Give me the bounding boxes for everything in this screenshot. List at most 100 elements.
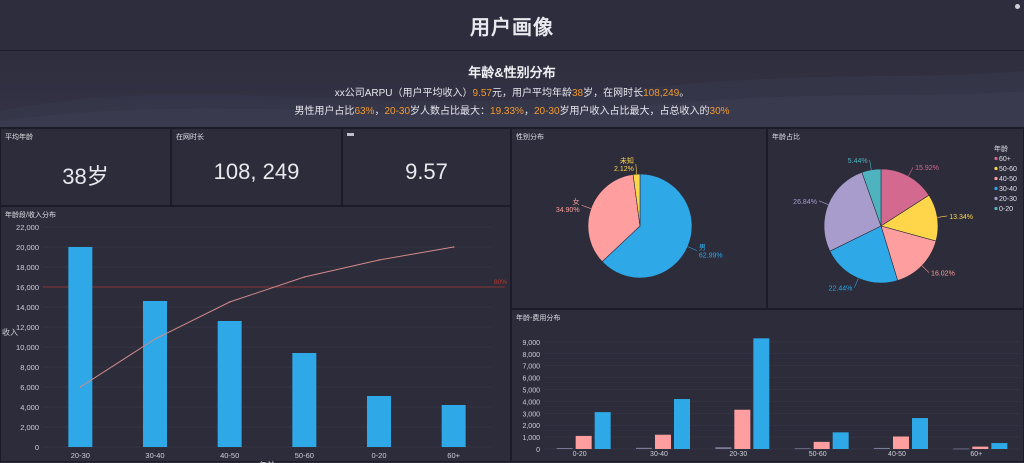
- slice-percent: 34.90%: [556, 207, 580, 214]
- x-tick-label: 60+: [447, 451, 460, 460]
- age-share-panel: 年龄占比 15.92% 13.34% 16.02% 22.44% 26.84% 5.44%…: [767, 128, 1024, 309]
- legend-marker: [994, 166, 998, 171]
- y-tick-label: 5,000: [522, 388, 540, 395]
- bar: [68, 247, 93, 447]
- kpi-value: 9.57: [405, 159, 448, 184]
- label-leader-line: [908, 167, 914, 177]
- kpi-value: 108, 249: [213, 159, 300, 184]
- bar: [217, 321, 242, 447]
- x-tick-label: 20-30: [729, 451, 747, 458]
- y-tick-label: 2,000: [20, 423, 39, 432]
- line-point: [378, 259, 380, 261]
- bar: [753, 338, 770, 449]
- y-tick-label: 20,000: [16, 243, 39, 252]
- y-axis-label: 收入: [2, 327, 18, 337]
- y-tick-label: 8,000: [20, 363, 39, 372]
- legend-marker: [994, 186, 998, 191]
- pie-slice: [601, 173, 693, 279]
- banner-text: 。: [679, 88, 690, 99]
- label-leader-line: [921, 265, 930, 273]
- age-income-panel: 年龄段/收入分布 0 2,000 4,000 6,000 8,000 10,000 12,0…: [0, 206, 511, 463]
- legend-title: 年龄: [994, 144, 1008, 153]
- kpi-avg-age: 平均年龄 38岁: [0, 128, 171, 206]
- pie-slice: [829, 225, 899, 284]
- age-fee-panel: 年龄-费用分布 0 1,000 2,000 3,000 4,000 5,000 6,000 7…: [511, 309, 1024, 462]
- label-leader-line: [818, 200, 829, 205]
- male-ratio-value: 63%: [354, 106, 375, 117]
- bar: [912, 418, 928, 449]
- page-header: 用户画像: [0, 0, 1024, 51]
- kpi-online-duration: 在网时长 108, 249: [171, 128, 342, 206]
- legend-marker: [994, 206, 998, 211]
- label-leader-line: [635, 164, 637, 175]
- slice-percent: 22.44%: [829, 285, 853, 292]
- legend-label: 20-30: [999, 196, 1017, 203]
- banner-line-1: xx公司ARPU（用户平均收入）9.57元，用户平均年龄38岁，在网时长108,…: [0, 84, 1024, 99]
- summary-banner: 年龄&性别分布 xx公司ARPU（用户平均收入）9.57元，用户平均年龄38岁，…: [0, 51, 1024, 128]
- label-leader-line: [937, 215, 948, 218]
- y-tick-label: 22,000: [16, 223, 39, 232]
- y-tick-label: 1,000: [522, 435, 540, 442]
- slice-label: 女: [573, 197, 580, 206]
- legend-label: 0-20: [999, 206, 1013, 213]
- pie-slice: [632, 173, 641, 227]
- banner-title: 年龄&性别分布: [468, 65, 556, 80]
- legend-label: 40-50: [999, 176, 1017, 183]
- kpi-title-placeholder-icon: [347, 133, 354, 136]
- chart-title: 年龄占比: [772, 134, 800, 141]
- kpi-arpu: 9.57: [342, 128, 511, 206]
- y-tick-label: 4,000: [522, 399, 540, 406]
- legend-marker: [994, 196, 998, 201]
- age-income-chart: 0 2,000 4,000 6,000 8,000 10,000 12,000 14,000 1…: [2, 223, 507, 463]
- top-age-group: 20-30: [384, 106, 411, 117]
- banner-text: xx公司ARPU（用户平均收入）: [334, 88, 473, 99]
- top-income-age-group: 20-30: [533, 106, 560, 117]
- gender-panel: 性别分布 男 62.99% 女 34.90% 未知 2.12%: [511, 128, 767, 309]
- x-tick-label: 0-20: [371, 451, 386, 460]
- arpu-value: 9.57: [472, 88, 492, 99]
- x-tick-label: 40-50: [888, 451, 906, 458]
- corner-dot-icon[interactable]: [1015, 4, 1020, 9]
- pie-slice: [823, 171, 882, 252]
- slice-label: 男: [699, 244, 706, 252]
- banner-text: 元，用户平均年龄: [491, 88, 572, 99]
- y-tick-label: 0: [536, 447, 540, 454]
- bar: [636, 447, 652, 449]
- slice-percent: 16.02%: [931, 271, 955, 278]
- line-point: [228, 301, 231, 303]
- page-title: 用户画像: [470, 16, 554, 39]
- chart-title: 年龄段/收入分布: [5, 212, 56, 219]
- legend-label: 60+: [999, 156, 1011, 163]
- kpi-title: 在网时长: [176, 134, 204, 141]
- kpi-title: 平均年龄: [5, 134, 33, 141]
- banner-text: 岁用户收入占比最大，占总收入的: [559, 106, 710, 117]
- legend-marker: [994, 156, 998, 161]
- y-tick-label: 6,000: [522, 376, 540, 383]
- top-age-ratio: 19.33%: [490, 106, 524, 117]
- label-leader-line: [687, 246, 698, 251]
- line-point: [452, 246, 455, 248]
- age-fee-chart: 0 1,000 2,000 3,000 4,000 5,000 6,000 7,000 8,00…: [522, 338, 1020, 458]
- slice-percent: 26.84%: [793, 199, 817, 206]
- x-tick-label: 30-40: [145, 451, 164, 460]
- online-duration-value: 108,249: [643, 88, 680, 99]
- bar: [734, 409, 751, 449]
- x-tick-label: 50-60: [809, 451, 827, 458]
- line-point: [154, 338, 156, 340]
- chart-title: 年龄-费用分布: [516, 315, 561, 322]
- y-tick-label: 14,000: [16, 303, 39, 312]
- bar: [674, 399, 690, 449]
- x-tick-label: 30-40: [650, 451, 668, 458]
- line-point: [79, 386, 82, 388]
- y-tick-label: 7,000: [522, 364, 540, 371]
- label-leader-line: [854, 278, 859, 288]
- banner-text: ，: [523, 106, 534, 117]
- bar: [813, 441, 830, 449]
- x-tick-label: 0-20: [573, 451, 587, 458]
- slice-percent: 5.44%: [848, 158, 868, 165]
- bar: [655, 434, 671, 449]
- slice-percent: 15.92%: [915, 165, 939, 172]
- y-tick-label: 0: [35, 443, 39, 452]
- reference-line-label: 80%: [494, 279, 507, 286]
- bar: [292, 353, 317, 447]
